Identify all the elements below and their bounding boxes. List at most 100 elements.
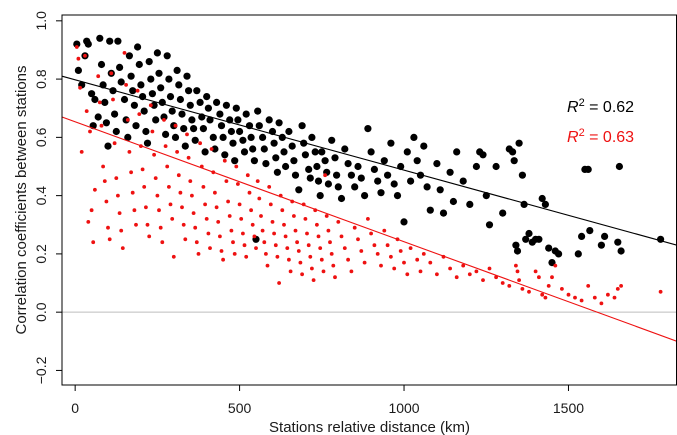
r2-value: = 0.63: [585, 129, 634, 146]
black-data-point: [180, 125, 188, 133]
black-data-point: [249, 145, 257, 153]
black-data-point: [193, 87, 201, 95]
red-data-point: [116, 193, 120, 198]
black-data-point: [188, 116, 196, 124]
red-data-point: [375, 252, 380, 256]
black-data-point: [185, 87, 193, 95]
red-data-point: [362, 260, 367, 265]
black-data-point: [512, 241, 520, 249]
black-data-point: [106, 37, 114, 45]
red-data-point: [415, 257, 420, 262]
black-data-point: [272, 154, 280, 162]
black-data-point: [137, 81, 145, 89]
red-data-point: [111, 97, 115, 102]
x-axis-label: Stations relative distance (km): [269, 419, 470, 435]
red-data-point: [106, 225, 110, 230]
red-data-point: [318, 246, 323, 251]
black-data-point: [574, 250, 582, 258]
black-data-point: [466, 200, 474, 208]
black-data-point: [191, 136, 199, 144]
r2-symbol: R: [567, 129, 579, 146]
black-data-point: [333, 171, 341, 179]
black-data-point: [439, 209, 448, 217]
black-data-point: [301, 151, 309, 159]
red-data-point: [255, 179, 260, 184]
red-data-point: [245, 173, 250, 178]
red-data-point: [78, 85, 82, 90]
y-tick-label: 1.0: [33, 11, 49, 31]
red-data-point: [76, 56, 81, 61]
red-data-point: [171, 254, 176, 259]
red-data-point: [190, 193, 194, 198]
black-data-point: [217, 122, 226, 130]
black-data-point: [298, 122, 306, 130]
red-data-point: [389, 254, 393, 259]
black-data-point: [403, 148, 411, 156]
black-data-point: [601, 232, 609, 240]
red-data-point: [180, 205, 184, 210]
black-data-point: [453, 148, 461, 156]
black-data-point: [387, 139, 395, 147]
black-data-point: [300, 139, 308, 147]
red-data-point: [234, 164, 239, 169]
red-data-point: [91, 240, 96, 245]
black-data-point: [216, 110, 224, 118]
black-data-point: [525, 229, 533, 238]
red-data-point: [592, 295, 597, 300]
black-data-point: [337, 194, 346, 203]
red-data-point: [550, 275, 554, 280]
red-data-point: [97, 100, 102, 105]
r2-superscript: 2: [579, 127, 585, 139]
black-data-point: [273, 168, 281, 176]
red-data-point: [241, 231, 245, 236]
black-data-point: [145, 58, 153, 66]
black-data-point: [321, 157, 329, 165]
red-data-point: [152, 152, 157, 157]
red-data-point: [342, 246, 347, 251]
black-data-point: [370, 165, 378, 173]
red-data-point: [231, 240, 235, 245]
red-data-point: [79, 150, 84, 154]
red-data-point: [349, 269, 354, 274]
black-data-point: [423, 183, 431, 191]
black-data-point: [211, 145, 219, 153]
black-data-point: [617, 247, 625, 255]
red-data-point: [216, 220, 221, 224]
black-data-point: [288, 142, 296, 150]
black-data-point: [176, 95, 184, 104]
black-data-point: [102, 119, 110, 127]
black-data-point: [492, 162, 500, 171]
red-data-point: [170, 217, 175, 221]
black-data-point: [127, 72, 135, 80]
black-data-point: [148, 90, 156, 98]
red-data-point: [150, 129, 155, 134]
red-data-point: [553, 263, 558, 268]
red-data-point: [658, 289, 663, 294]
black-data-point: [157, 84, 165, 92]
red-data-point: [303, 217, 308, 221]
red-data-point: [183, 237, 188, 242]
black-data-point: [584, 165, 592, 173]
x-tick-label: 1000: [388, 400, 419, 416]
black-data-point: [291, 171, 300, 179]
black-data-point: [204, 104, 212, 112]
red-data-point: [533, 269, 538, 274]
red-data-point: [323, 173, 327, 178]
red-data-point: [481, 278, 485, 282]
red-data-point: [615, 287, 620, 291]
y-tick-label: 0.4: [33, 186, 49, 206]
red-data-point: [239, 217, 244, 221]
black-data-point: [436, 186, 444, 194]
red-data-point: [224, 179, 229, 184]
r2-annotation-black: R2 = 0.62: [567, 97, 634, 116]
red-data-point: [316, 234, 321, 239]
black-data-point: [265, 116, 273, 124]
red-data-point: [366, 217, 370, 221]
black-data-point: [160, 113, 168, 121]
black-data-point: [199, 125, 207, 133]
black-data-point: [152, 116, 160, 124]
red-data-point: [546, 284, 551, 288]
black-data-point: [229, 139, 237, 147]
red-data-point: [194, 240, 199, 245]
black-data-point: [112, 127, 120, 136]
